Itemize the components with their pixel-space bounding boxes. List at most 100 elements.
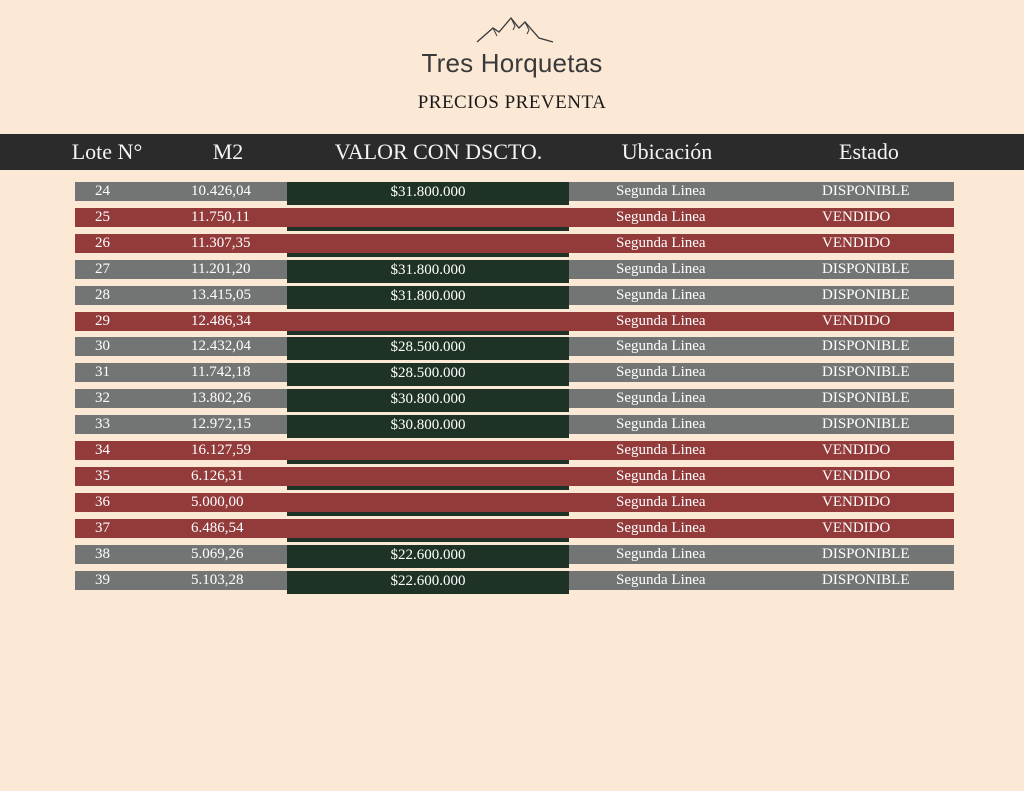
valor-cell-fill	[287, 233, 569, 253]
m2-cell: 16.127,59	[191, 442, 251, 458]
page-title: PRECIOS PREVENTA	[417, 92, 607, 113]
header-valor: VALOR CON DSCTO.	[334, 139, 543, 164]
ubicacion-cell: Segunda Linea	[616, 493, 706, 510]
estado-cell: VENDIDO	[822, 493, 891, 510]
ubicacion-cell: Segunda Linea	[616, 183, 706, 199]
valor-cell-fill	[287, 311, 569, 331]
m2-cell: 6.486,54	[191, 519, 244, 536]
m2-cell: 11.742,18	[191, 364, 251, 381]
valor-cell-fill	[287, 441, 569, 460]
valor-cell	[287, 441, 569, 464]
valor-cell	[287, 233, 569, 257]
m2-cell: 11.307,35	[191, 234, 251, 251]
valor-cell	[287, 207, 569, 231]
estado-cell: DISPONIBLE	[822, 416, 910, 433]
ubicacion-cell: Segunda Linea	[616, 208, 706, 225]
valor-text: $28.500.000	[390, 365, 466, 382]
table-row: 28 13.415,05 $31.800.000 Segunda Linea DISPO…	[75, 285, 954, 309]
lote-cell: 33	[95, 416, 110, 433]
lote-cell: 29	[95, 312, 110, 329]
lote-cell: 37	[95, 519, 110, 536]
table-row: 26 11.307,35 Segunda Linea VENDIDO	[75, 233, 954, 257]
header-ubicacion: Ubicación	[621, 139, 713, 164]
mountain-logo-icon	[476, 16, 554, 43]
m2-cell: 5.069,26	[191, 545, 244, 562]
ubicacion-cell: Segunda Linea	[616, 234, 706, 251]
valor-cell	[287, 466, 569, 490]
m2-cell: 6.126,31	[191, 467, 244, 484]
valor-cell: $30.800.000	[287, 389, 569, 413]
ubicacion-cell: Segunda Linea	[616, 416, 706, 433]
m2-cell: 13.415,05	[191, 286, 251, 303]
ubicacion-cell: Segunda Linea	[616, 442, 706, 458]
valor-cell	[287, 518, 569, 542]
estado-cell: VENDIDO	[822, 312, 891, 329]
lote-cell: 31	[95, 364, 110, 381]
valor-cell-fill	[287, 207, 569, 227]
lote-cell: 24	[95, 183, 110, 199]
ubicacion-cell: Segunda Linea	[616, 545, 706, 562]
table-row: 38 5.069,26 $22.600.000 Segunda Linea DISPON…	[75, 544, 954, 568]
lote-cell: 35	[95, 467, 110, 484]
m2-cell: 11.201,20	[191, 260, 251, 277]
m2-cell: 12.972,15	[191, 416, 251, 433]
valor-cell: $31.800.000	[287, 182, 569, 205]
table-row: 30 12.432,04 $28.500.000 Segunda Linea DISPO…	[75, 337, 954, 361]
ubicacion-cell: Segunda Linea	[616, 312, 706, 329]
m2-cell: 5.103,28	[191, 571, 244, 588]
valor-cell: $22.600.000	[287, 544, 569, 568]
valor-text: $31.800.000	[390, 287, 466, 304]
valor-text: $22.600.000	[390, 572, 466, 589]
ubicacion-cell: Segunda Linea	[616, 390, 706, 407]
table-row: 32 13.802,26 $30.800.000 Segunda Linea DISPO…	[75, 389, 954, 413]
table-row: 37 6.486,54 Segunda Linea VENDIDO	[75, 518, 954, 542]
table-row: 33 12.972,15 $30.800.000 Segunda Linea DISPO…	[75, 415, 954, 439]
m2-cell: 13.802,26	[191, 390, 251, 407]
table-row: 34 16.127,59 Segunda Linea VENDIDO	[75, 441, 954, 464]
table-row: 36 5.000,00 Segunda Linea VENDIDO	[75, 492, 954, 516]
valor-cell: $22.600.000	[287, 570, 569, 594]
valor-cell: $28.500.000	[287, 363, 569, 387]
estado-cell: VENDIDO	[822, 442, 891, 458]
header-estado: Estado	[839, 139, 899, 164]
lote-cell: 34	[95, 442, 110, 458]
lote-cell: 26	[95, 234, 110, 251]
lote-cell: 38	[95, 545, 110, 562]
table-row: 39 5.103,28 $22.600.000 Segunda Linea DISPON…	[75, 570, 954, 594]
estado-cell: DISPONIBLE	[822, 260, 910, 277]
valor-text: $22.600.000	[390, 546, 466, 563]
ubicacion-cell: Segunda Linea	[616, 571, 706, 588]
lote-cell: 32	[95, 390, 110, 407]
valor-cell: $31.800.000	[287, 285, 569, 309]
ubicacion-cell: Segunda Linea	[616, 364, 706, 381]
table-row: 29 12.486,34 Segunda Linea VENDIDO	[75, 311, 954, 335]
m2-cell: 11.750,11	[191, 208, 250, 225]
table-row: 25 11.750,11 Segunda Linea VENDIDO	[75, 207, 954, 231]
valor-cell	[287, 492, 569, 516]
lote-cell: 27	[95, 260, 110, 277]
ubicacion-cell: Segunda Linea	[616, 286, 706, 303]
valor-cell	[287, 311, 569, 335]
header-m2: M2	[212, 139, 244, 164]
table-row: 35 6.126,31 Segunda Linea VENDIDO	[75, 466, 954, 490]
lote-cell: 25	[95, 208, 110, 225]
ubicacion-cell: Segunda Linea	[616, 260, 706, 277]
estado-cell: VENDIDO	[822, 519, 891, 536]
estado-cell: VENDIDO	[822, 467, 891, 484]
table-row: 27 11.201,20 $31.800.000 Segunda Linea DISPO…	[75, 259, 954, 283]
ubicacion-cell: Segunda Linea	[616, 338, 706, 355]
m2-cell: 5.000,00	[191, 493, 244, 510]
valor-text: $30.800.000	[390, 417, 466, 434]
table-header: Lote N° M2 VALOR CON DSCTO. Ubicación Es…	[0, 134, 1024, 170]
estado-cell: DISPONIBLE	[822, 390, 910, 407]
lote-cell: 39	[95, 571, 110, 588]
estado-cell: DISPONIBLE	[822, 338, 910, 355]
estado-cell: VENDIDO	[822, 208, 891, 225]
estado-cell: DISPONIBLE	[822, 183, 910, 199]
valor-text: $28.500.000	[390, 339, 466, 356]
estado-cell: DISPONIBLE	[822, 571, 910, 588]
m2-cell: 10.426,04	[191, 183, 251, 199]
valor-text: $30.800.000	[390, 391, 466, 408]
ubicacion-cell: Segunda Linea	[616, 519, 706, 536]
header-lote: Lote N°	[71, 139, 143, 164]
